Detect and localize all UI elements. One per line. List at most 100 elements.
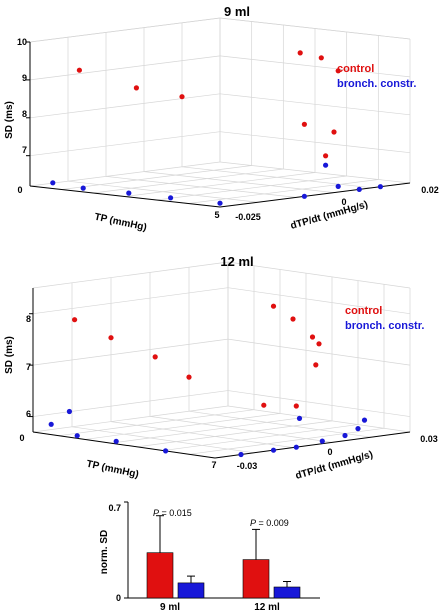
y-axis xyxy=(214,431,411,459)
gridline xyxy=(188,179,379,204)
x-axis xyxy=(29,185,221,208)
gridline xyxy=(219,161,411,184)
y-tick-label: 0.02 xyxy=(421,185,439,195)
gridline xyxy=(188,427,385,455)
data-point-bronch-constr xyxy=(168,195,174,201)
legend-control: control xyxy=(337,63,374,75)
data-point-bronch-constr xyxy=(323,162,329,168)
gridline xyxy=(29,131,221,157)
data-points xyxy=(48,303,368,458)
data-point-control xyxy=(316,341,322,347)
grid xyxy=(29,261,411,459)
data-point-bronch-constr xyxy=(74,433,80,439)
bars xyxy=(146,515,301,599)
gridline xyxy=(156,175,347,201)
data-point-bronch-constr xyxy=(296,415,303,421)
data-points xyxy=(50,50,383,206)
x-tick-label: 9 ml xyxy=(160,602,180,610)
gridline xyxy=(227,405,411,433)
gridline xyxy=(32,390,229,417)
data-point-bronch-constr xyxy=(319,438,325,444)
gridline xyxy=(162,424,359,451)
x-axis-label: TP (mmHg) xyxy=(85,459,139,481)
gridline xyxy=(227,390,411,417)
gridline xyxy=(227,287,411,315)
gridline xyxy=(110,416,307,444)
data-point-control xyxy=(323,153,329,159)
gridline xyxy=(136,420,333,448)
p-label: P xyxy=(153,508,159,518)
gridline xyxy=(71,426,255,454)
y-axis-label: norm. SD xyxy=(99,530,110,574)
gridline xyxy=(32,287,229,315)
gridline xyxy=(29,17,221,43)
data-point-bronch-constr xyxy=(342,432,348,439)
scatter3d-12ml: 12 ml SD (ms) TP (mmHg) dTP/dt (mmHg/s) … xyxy=(4,254,438,482)
data-point-bronch-constr xyxy=(361,417,368,423)
gridline xyxy=(219,131,411,154)
gridline xyxy=(143,171,335,193)
x-axis-label: TP (mmHg) xyxy=(93,212,147,234)
p-value-annotation: P = 0.009 xyxy=(250,518,289,528)
gridline xyxy=(32,338,229,366)
legend-bronch-constr: bronch. constr. xyxy=(337,78,416,90)
z-tick-label: 6 xyxy=(26,409,31,419)
y-axis-label: dTP/dt (mmHg/s) xyxy=(294,449,374,482)
gridline xyxy=(227,261,411,289)
data-point-control xyxy=(76,67,82,73)
y-tick-label: -0.03 xyxy=(237,461,258,471)
bar-control xyxy=(146,552,174,599)
data-point-control xyxy=(152,354,158,360)
z-axis-label: SD (ms) xyxy=(4,101,15,139)
x-tick-label: 5 xyxy=(214,210,219,220)
data-point-control xyxy=(331,129,337,135)
y-tick-label: 0 xyxy=(116,593,121,603)
gridline xyxy=(58,409,255,437)
x-tick-label: 0 xyxy=(19,433,24,443)
y-tick-label: -0.025 xyxy=(235,212,261,222)
gridline xyxy=(61,165,252,190)
gridline xyxy=(29,55,221,81)
data-point-bronch-constr xyxy=(163,448,169,454)
gridline xyxy=(219,17,411,40)
x-axis xyxy=(32,431,216,459)
bar-bronch-constr xyxy=(177,582,205,599)
data-point-bronch-constr xyxy=(48,421,54,427)
data-point-control xyxy=(270,303,277,309)
gridline xyxy=(29,93,221,119)
data-point-control xyxy=(313,362,319,368)
z-tick-label: 8 xyxy=(22,109,27,119)
grid xyxy=(26,17,411,208)
data-point-control xyxy=(108,335,114,341)
legend-control: control xyxy=(345,305,382,317)
gridline xyxy=(67,180,259,203)
data-point-bronch-constr xyxy=(377,184,383,190)
gridline xyxy=(32,405,229,433)
data-point-control xyxy=(309,334,316,340)
data-point-control xyxy=(297,50,303,56)
data-point-control xyxy=(261,402,267,408)
data-point-bronch-constr xyxy=(301,193,307,199)
y-tick-label: 0.7 xyxy=(108,503,121,513)
data-point-control xyxy=(133,85,139,91)
x-tick-label: 7 xyxy=(211,460,216,470)
gridline xyxy=(188,410,372,438)
data-point-control xyxy=(293,403,299,409)
bar-chart-norm-sd: 0.7 0 norm. SD 9 ml 12 ml P = 0.015 P = … xyxy=(99,501,320,610)
y-axis-label: dTP/dt (mmHg/s) xyxy=(289,199,369,232)
data-point-control xyxy=(335,68,341,74)
y-tick-label: 0 xyxy=(327,447,332,457)
gridline xyxy=(219,55,411,78)
chart-title: 9 ml xyxy=(224,4,250,19)
gridline xyxy=(227,338,411,366)
y-tick-label: 0.03 xyxy=(420,434,438,444)
data-point-bronch-constr xyxy=(80,185,86,191)
p-value-annotation: P = 0.015 xyxy=(153,508,192,518)
z-tick-label: 7 xyxy=(22,145,27,155)
data-point-bronch-constr xyxy=(335,183,341,189)
scatter3d-9ml: 9 ml SD (ms) TP (mmHg) dTP/dt (mmHg/s) 1… xyxy=(4,4,439,233)
data-point-control xyxy=(318,55,324,61)
gridline xyxy=(181,166,373,189)
data-point-control xyxy=(290,316,296,322)
data-point-bronch-constr xyxy=(238,451,244,458)
